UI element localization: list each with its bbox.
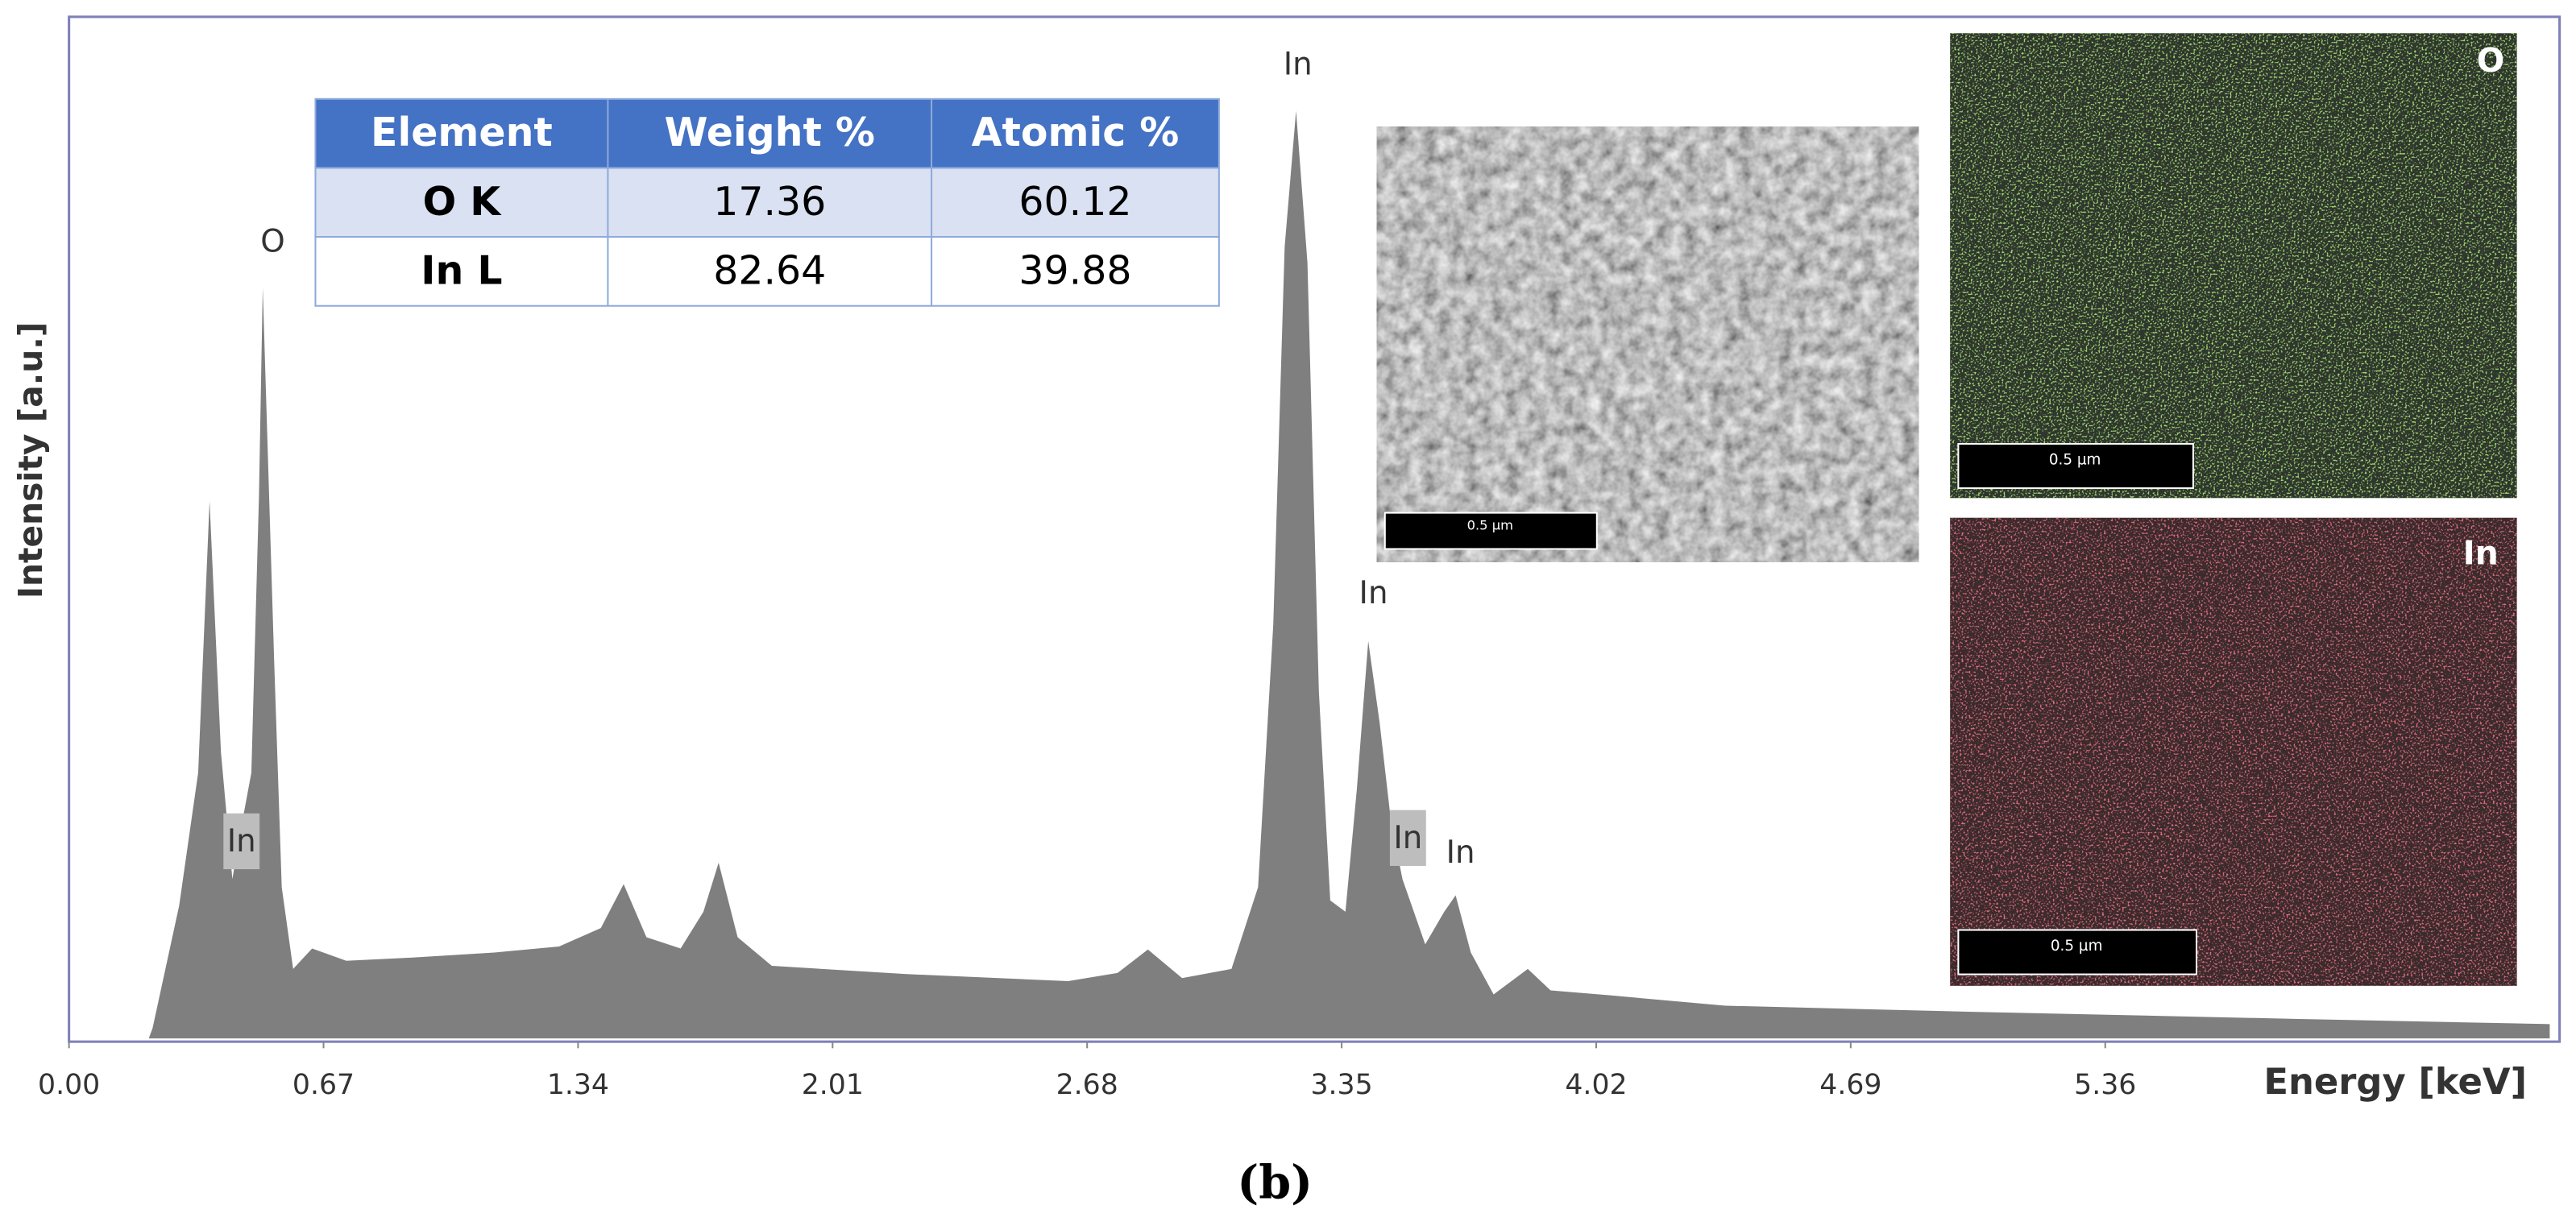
x-tick-label: 4.69 bbox=[1819, 1069, 1881, 1101]
peak-label: In bbox=[1446, 835, 1475, 871]
table-header-cell: Element bbox=[371, 110, 553, 155]
table-header-cell: Atomic % bbox=[972, 110, 1180, 155]
x-tick-label: 0.67 bbox=[292, 1069, 355, 1101]
table: Element Weight % Atomic % O K 17.36 60.12 In L… bbox=[314, 97, 1220, 307]
in-map-dots bbox=[1950, 517, 2517, 986]
table-cell: 39.88 bbox=[1018, 247, 1131, 293]
scale-label: 0.5 µm bbox=[2049, 451, 2101, 468]
table-cell: 60.12 bbox=[1018, 179, 1131, 225]
scale-bar bbox=[1957, 442, 2194, 490]
x-tick-label: 2.01 bbox=[802, 1069, 864, 1101]
annotation-bg bbox=[1389, 810, 1426, 866]
x-tick-label: 1.34 bbox=[547, 1069, 609, 1101]
map-label: O bbox=[2477, 41, 2505, 80]
table-cell: 17.36 bbox=[713, 179, 826, 225]
plot: 0.00 0.67 1.34 2.01 2.68 3.35 4.02 4.69 5.36 O In I… bbox=[38, 47, 2550, 1101]
table-cell: In L bbox=[421, 247, 502, 293]
annotation-bg bbox=[223, 813, 260, 870]
x-tick-label: 3.35 bbox=[1310, 1069, 1372, 1101]
sem-image bbox=[1376, 126, 1919, 562]
table-cell: O K bbox=[423, 179, 503, 225]
table-header bbox=[314, 97, 1220, 169]
peak-label: In bbox=[1359, 575, 1388, 611]
x-tick-label: 0.00 bbox=[38, 1069, 100, 1101]
x-axis-label: Energy [keV] bbox=[2263, 1060, 2527, 1103]
caption: (b) bbox=[1237, 1156, 1313, 1210]
peak-label: In bbox=[1284, 47, 1313, 83]
plot-frame bbox=[68, 15, 2561, 1043]
table-header-cell: Weight % bbox=[664, 110, 874, 155]
scale-bar bbox=[1383, 512, 1598, 550]
peak-label: O bbox=[260, 224, 284, 260]
x-tick-label: 5.36 bbox=[2074, 1069, 2136, 1101]
table-cell: 82.64 bbox=[713, 247, 826, 293]
scale-label: 0.5 µm bbox=[1467, 517, 1513, 532]
peak-label: In bbox=[227, 823, 256, 859]
y-axis-label: Intensity [a.u.] bbox=[11, 322, 50, 599]
scale-label: 0.5 µm bbox=[2051, 938, 2103, 955]
o-map-dots bbox=[1950, 33, 2517, 499]
map-label: In bbox=[2463, 534, 2499, 573]
peak-label: In bbox=[1393, 820, 1422, 856]
x-tick-label: 4.02 bbox=[1565, 1069, 1627, 1101]
table-row bbox=[314, 167, 1220, 238]
x-tick-label: 2.68 bbox=[1056, 1069, 1118, 1101]
table-row bbox=[314, 236, 1220, 307]
scale-bar bbox=[1957, 929, 2198, 975]
